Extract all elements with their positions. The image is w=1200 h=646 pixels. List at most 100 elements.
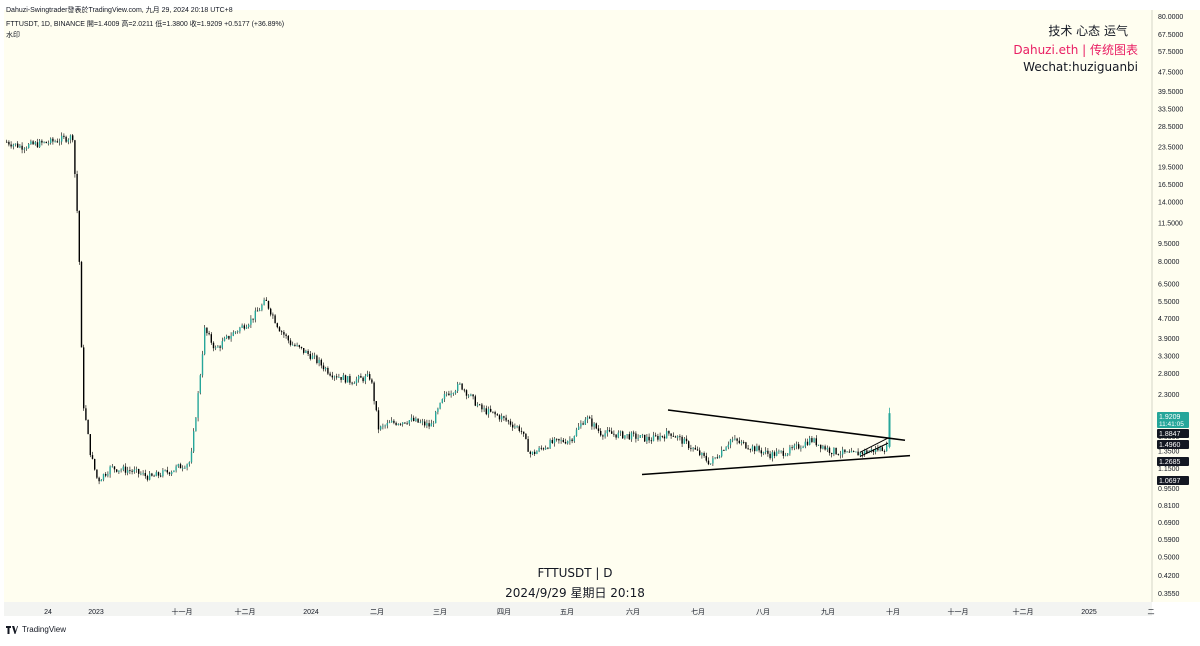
candle[interactable] (619, 431, 622, 433)
candle[interactable] (364, 376, 366, 382)
candle[interactable] (835, 447, 837, 455)
trendline-lower[interactable] (641, 454, 911, 476)
candle[interactable] (606, 430, 608, 434)
candle[interactable] (39, 140, 41, 148)
candle[interactable] (811, 438, 813, 442)
candle[interactable] (179, 464, 182, 469)
candle[interactable] (556, 438, 558, 440)
candle[interactable] (820, 444, 822, 449)
candle[interactable] (259, 310, 261, 312)
candle[interactable] (85, 408, 87, 420)
candle[interactable] (549, 440, 551, 449)
candle[interactable] (239, 327, 241, 332)
candle[interactable] (217, 346, 219, 348)
candle[interactable] (837, 454, 839, 455)
candle[interactable] (804, 441, 806, 447)
candle[interactable] (714, 457, 716, 459)
candle[interactable] (437, 408, 439, 412)
candle[interactable] (149, 473, 151, 480)
candle[interactable] (547, 447, 549, 449)
candle[interactable] (78, 210, 80, 262)
candle[interactable] (536, 451, 538, 454)
candle[interactable] (208, 333, 210, 335)
candle[interactable] (415, 418, 417, 422)
candle[interactable] (404, 422, 406, 424)
candle[interactable] (716, 457, 718, 459)
candle[interactable] (153, 475, 155, 477)
candle[interactable] (806, 441, 809, 445)
candle[interactable] (140, 473, 142, 475)
candle[interactable] (798, 444, 800, 449)
candle[interactable] (483, 408, 485, 410)
candle[interactable] (881, 447, 883, 452)
candle[interactable] (355, 379, 358, 384)
candle[interactable] (875, 448, 877, 452)
candle[interactable] (215, 347, 217, 349)
candle[interactable] (523, 431, 525, 434)
candle[interactable] (360, 375, 362, 378)
candle[interactable] (135, 468, 138, 470)
candle[interactable] (17, 143, 19, 148)
candle[interactable] (767, 450, 769, 454)
candle[interactable] (325, 367, 327, 370)
candle[interactable] (877, 448, 879, 451)
candle[interactable] (584, 419, 586, 425)
candle[interactable] (160, 475, 162, 477)
candle[interactable] (173, 470, 175, 473)
candle[interactable] (329, 373, 331, 376)
candle[interactable] (657, 435, 659, 440)
candle[interactable] (663, 436, 666, 439)
candle[interactable] (789, 447, 791, 454)
candle[interactable] (593, 423, 595, 427)
candle[interactable] (10, 144, 12, 147)
candle[interactable] (34, 142, 36, 145)
candle[interactable] (824, 446, 826, 450)
candle[interactable] (210, 334, 212, 343)
candle[interactable] (25, 147, 28, 149)
candle[interactable] (375, 401, 377, 411)
candle[interactable] (773, 452, 776, 456)
candle[interactable] (12, 144, 14, 147)
candle[interactable] (193, 431, 195, 452)
candle[interactable] (639, 435, 641, 438)
candle[interactable] (611, 431, 613, 434)
candle[interactable] (740, 441, 743, 443)
candle[interactable] (292, 344, 294, 346)
candle[interactable] (371, 379, 373, 383)
candle[interactable] (65, 136, 67, 142)
candle[interactable] (839, 454, 842, 456)
candle[interactable] (122, 466, 124, 470)
candle[interactable] (272, 314, 274, 316)
tradingview-footer[interactable]: TradingView (6, 625, 66, 634)
candle[interactable] (710, 463, 712, 465)
candle[interactable] (861, 452, 864, 455)
candle[interactable] (514, 426, 516, 428)
candle[interactable] (120, 469, 122, 471)
candle[interactable] (760, 450, 762, 454)
candle[interactable] (353, 383, 355, 385)
candle[interactable] (305, 350, 307, 353)
candle[interactable] (597, 428, 600, 431)
candle[interactable] (655, 435, 657, 437)
candle[interactable] (481, 404, 483, 410)
candle[interactable] (309, 353, 311, 359)
candle[interactable] (628, 434, 630, 440)
candle[interactable] (859, 452, 861, 456)
candle[interactable] (476, 404, 479, 406)
candle[interactable] (705, 455, 707, 461)
candle[interactable] (270, 308, 272, 315)
candle[interactable] (206, 327, 208, 334)
candle[interactable] (419, 422, 421, 423)
candle[interactable] (872, 449, 875, 452)
candle[interactable] (351, 382, 353, 384)
candle[interactable] (589, 417, 591, 419)
candle[interactable] (417, 418, 419, 423)
candle[interactable] (525, 433, 527, 440)
candle[interactable] (503, 416, 505, 418)
candle[interactable] (298, 345, 300, 347)
candle[interactable] (131, 470, 133, 472)
candle[interactable] (50, 138, 52, 144)
candle[interactable] (507, 420, 509, 422)
candle[interactable] (406, 423, 408, 425)
